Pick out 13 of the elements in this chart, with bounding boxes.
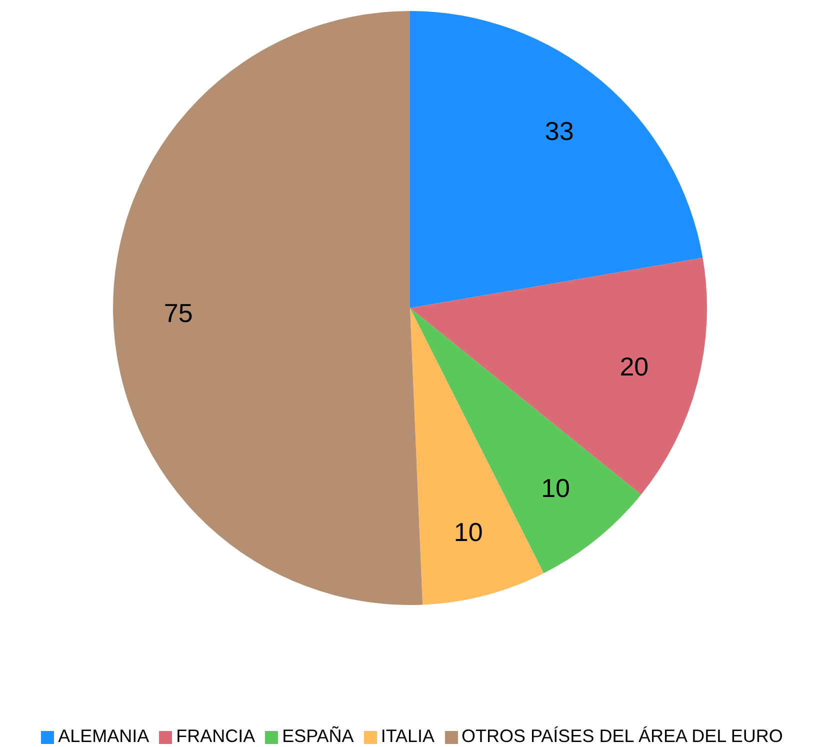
legend-label: ITALIA [380,726,434,746]
legend-label: FRANCIA [176,726,256,746]
legend-label: ESPAÑA [282,726,354,746]
data-label: 10 [541,473,570,504]
pie-slice [410,308,544,605]
pie-slice [113,11,423,605]
legend-label: ALEMANIA [58,726,150,746]
data-label: 75 [164,298,193,328]
data-label: 10 [454,517,483,548]
data-label: 20 [620,351,649,382]
data-label: 33 [544,116,574,146]
pie-slice [410,11,703,308]
legend-label: OTROS PAÍSES DEL ÁREA DEL EURO [462,726,783,746]
